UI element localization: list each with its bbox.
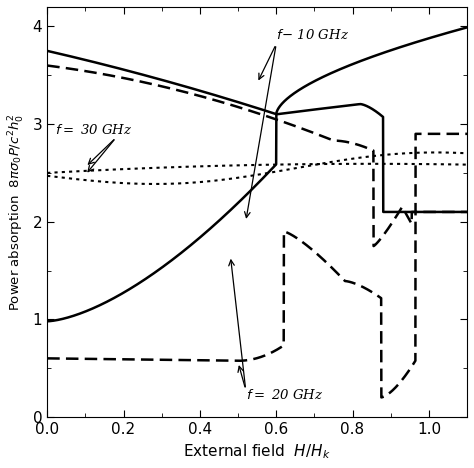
Text: $f\!-\!$ 10 GHz: $f\!-\!$ 10 GHz [276,28,349,42]
X-axis label: External field  $H / H_k$: External field $H / H_k$ [183,442,331,461]
Text: $f=$ 20 GHz: $f=$ 20 GHz [246,388,323,402]
Text: $f=$ 30 GHz: $f=$ 30 GHz [55,123,132,137]
Y-axis label: Power absorption  $8\pi\sigma_0 P/c^2h_0^2$: Power absorption $8\pi\sigma_0 P/c^2h_0^… [7,113,27,311]
